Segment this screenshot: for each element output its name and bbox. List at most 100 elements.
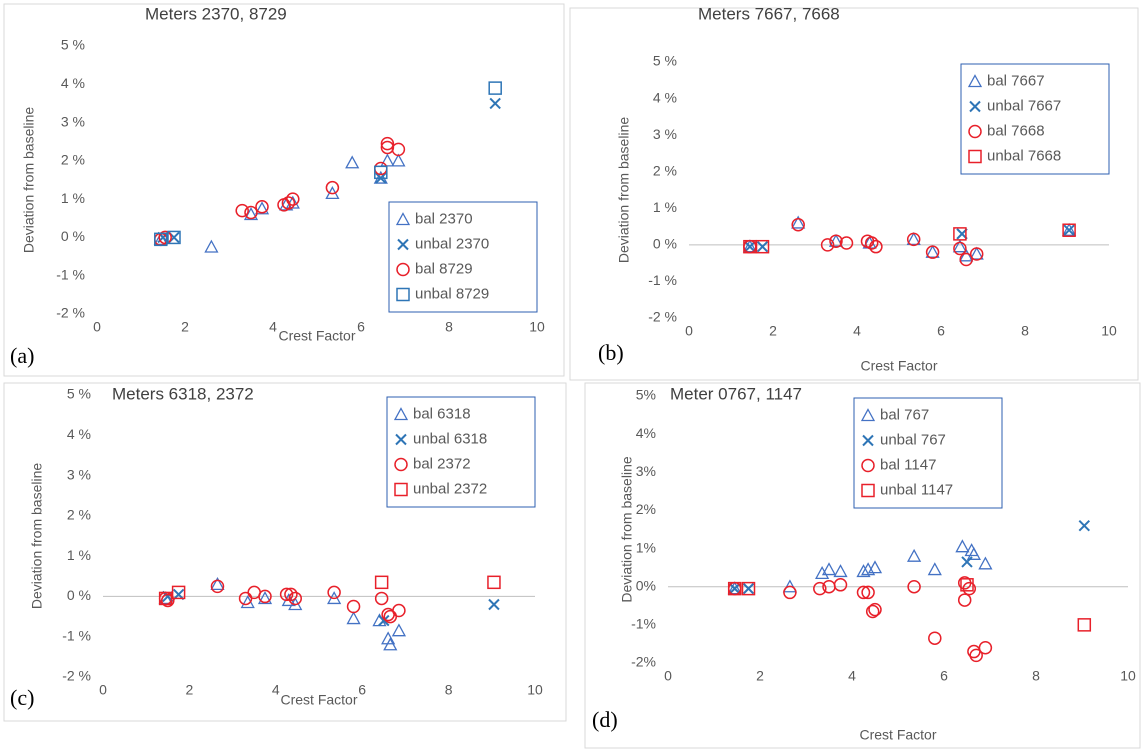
circle-marker <box>861 585 875 600</box>
chart-panel: Meter 0767, 1147 0 2 4 6 8 10 -2% -1% 0% 1% 2% 3% 4% 5… <box>584 382 1141 749</box>
triangle-marker <box>742 239 757 253</box>
circle-marker <box>396 262 410 277</box>
y-tick-label: 4 % <box>653 89 677 105</box>
y-tick-label: 4 % <box>67 426 91 442</box>
circle-marker <box>865 604 880 619</box>
y-axis-label: Deviation from baseline <box>616 117 632 264</box>
legend-box <box>853 397 1003 509</box>
x-marker <box>742 582 755 595</box>
x-tick-label: 0 <box>99 682 107 698</box>
x-tick-label: 2 <box>769 323 777 339</box>
circle-marker <box>969 247 984 261</box>
triangle-marker <box>727 581 742 595</box>
chart-title: Meters 7667, 7668 <box>698 4 840 23</box>
circle-marker <box>392 603 406 618</box>
square-marker <box>488 81 502 95</box>
square-marker <box>1062 223 1076 237</box>
y-tick-label: 4% <box>636 425 656 441</box>
x-marker <box>488 598 500 611</box>
y-tick-label: -2% <box>631 654 656 670</box>
triangle-marker <box>927 562 942 576</box>
circle-marker <box>813 581 827 596</box>
legend-label: bal 8729 <box>415 260 473 277</box>
circle-marker <box>158 230 172 245</box>
x-tick-label: 2 <box>756 668 764 684</box>
circle-marker <box>391 142 406 157</box>
x-tick-label: 0 <box>685 323 693 339</box>
y-tick-label: -1 % <box>648 272 677 288</box>
chart-panel: Meters 6318, 2372 0 2 4 6 8 10 -2 % -1 % 0 % 1 % 2 … <box>3 382 567 722</box>
x-tick-label: 8 <box>445 682 453 698</box>
circle-marker <box>235 203 249 218</box>
y-axis-label: Deviation from baseline <box>21 107 37 254</box>
x-marker <box>397 238 409 251</box>
legend-label: bal 2370 <box>415 210 473 227</box>
y-tick-label: 1 % <box>67 547 91 563</box>
triangle-marker <box>254 201 270 215</box>
panel-label: (b) <box>598 340 624 365</box>
y-tick-label: 2% <box>636 501 656 517</box>
panel-label: (a) <box>10 343 34 368</box>
legend: bal 6318 unbal 6318 bal 2372 unbal 2372 <box>386 396 536 508</box>
x-marker <box>728 582 741 595</box>
circle-marker <box>833 578 848 592</box>
triangle-marker <box>791 215 806 229</box>
circle-marker <box>327 585 341 600</box>
legend-label: unbal 7668 <box>987 147 1061 164</box>
circle-marker <box>978 640 993 655</box>
triangle-marker <box>383 637 398 651</box>
circle-marker <box>325 180 340 195</box>
circle-marker <box>783 585 797 600</box>
circle-marker <box>864 236 879 250</box>
circle-marker <box>953 241 967 256</box>
y-tick-label: 1 % <box>61 190 85 206</box>
legend-label: unbal 6318 <box>413 430 487 447</box>
x-marker <box>969 100 981 113</box>
triangle-marker <box>395 212 411 226</box>
x-marker <box>1063 224 1075 236</box>
panel-border <box>584 382 1141 749</box>
square-marker <box>1077 618 1092 632</box>
square-marker <box>374 575 389 590</box>
legend-label: bal 7667 <box>987 72 1045 89</box>
y-tick-label: 0 % <box>653 236 677 252</box>
triangle-marker <box>782 579 797 593</box>
x-marker <box>378 614 390 627</box>
square-marker <box>968 149 982 164</box>
legend-box <box>386 396 536 508</box>
y-tick-label: 2 % <box>61 152 85 168</box>
legend-label: unbal 2372 <box>413 480 487 497</box>
triangle-marker <box>204 239 219 253</box>
circle-marker <box>284 587 298 602</box>
triangle-marker <box>210 576 225 590</box>
square-marker <box>953 227 967 241</box>
y-tick-label: -2 % <box>62 668 91 684</box>
circle-marker <box>286 192 300 206</box>
y-tick-label: 0 % <box>61 228 85 244</box>
legend-label: bal 1147 <box>880 456 936 473</box>
triangle-marker <box>346 611 361 625</box>
x-tick-label: 6 <box>357 319 365 335</box>
y-tick-label: 3 % <box>653 126 677 142</box>
x-tick-label: 6 <box>937 323 945 339</box>
triangle-marker <box>1062 222 1077 236</box>
triangle-marker <box>925 244 940 258</box>
x-tick-label: 8 <box>1032 668 1040 684</box>
triangle-marker <box>967 74 983 88</box>
circle-marker <box>839 236 854 250</box>
chart-title: Meter 0767, 1147 <box>670 384 802 403</box>
legend-label: unbal 2370 <box>415 235 489 252</box>
circle-marker <box>258 589 272 604</box>
y-tick-label: 2 % <box>67 507 91 523</box>
circle-marker <box>959 252 973 267</box>
y-axis-label: Deviation from baseline <box>29 463 45 610</box>
x-tick-label: 10 <box>1120 668 1136 684</box>
legend-label: unbal 8729 <box>415 285 489 302</box>
square-marker <box>171 585 186 600</box>
legend: bal 7667 unbal 7667 bal 7668 unbal 7668 <box>960 63 1110 175</box>
square-marker <box>487 575 501 590</box>
legend: bal 2370 unbal 2370 bal 8729 unbal 8729 <box>388 201 538 313</box>
triangle-marker <box>391 623 407 637</box>
x-tick-label: 2 <box>181 319 189 335</box>
